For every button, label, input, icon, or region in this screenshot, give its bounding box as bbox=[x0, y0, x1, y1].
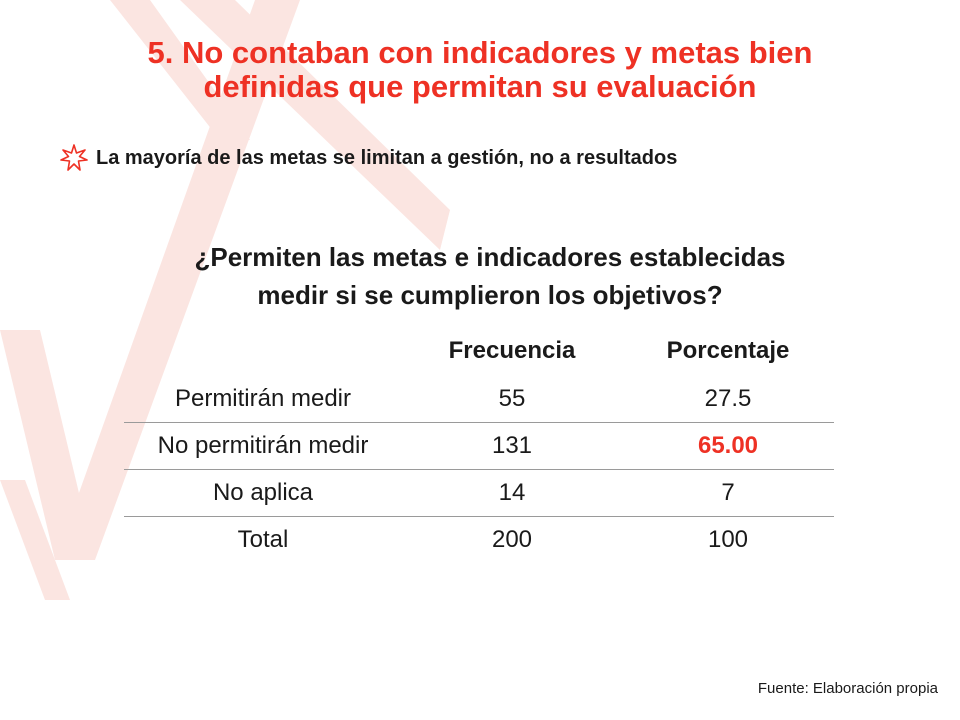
row-frecuencia: 200 bbox=[402, 516, 622, 563]
row-porcentaje: 27.5 bbox=[704, 385, 752, 412]
row-label: No permitirán medir bbox=[124, 422, 402, 470]
page-title-line-1: 5. No contaban con indicadores y metas b… bbox=[147, 35, 813, 70]
source-note: Fuente: Elaboración propia bbox=[757, 680, 938, 697]
star-outline-icon bbox=[60, 144, 88, 171]
row-label: Permitirán medir bbox=[174, 385, 352, 412]
row-label: Total bbox=[124, 516, 402, 563]
question-heading: ¿Permiten las metas e indicadores establ… bbox=[90, 238, 890, 314]
header-frecuencia: Frecuencia bbox=[448, 337, 576, 364]
page-title-line-2: definidas que permitan su evaluación bbox=[203, 69, 757, 104]
table-row: Total 200 100 bbox=[124, 516, 834, 563]
question-line-1: ¿Permiten las metas e indicadores establ… bbox=[194, 242, 786, 272]
table-row: No aplica 14 7 bbox=[124, 469, 834, 517]
row-frecuencia: 55 bbox=[498, 385, 526, 412]
question-line-2: medir si se cumplieron los objetivos? bbox=[257, 280, 723, 310]
row-label: No aplica bbox=[124, 469, 402, 517]
table-row: Permitirán medir 55 27.5 bbox=[124, 376, 834, 423]
bullet-text: La mayoría de las metas se limitan a ges… bbox=[96, 146, 678, 169]
row-porcentaje-highlight: 65.00 bbox=[622, 422, 834, 470]
page-title: 5. No contaban con indicadores y metas b… bbox=[40, 36, 920, 104]
table-row: No permitirán medir 131 65.00 bbox=[124, 422, 834, 470]
row-porcentaje: 100 bbox=[622, 516, 834, 563]
header-porcentaje: Porcentaje bbox=[666, 337, 790, 364]
header-empty bbox=[124, 326, 402, 376]
row-frecuencia: 131 bbox=[402, 422, 622, 470]
results-table: Frecuencia Porcentaje Permitirán medir 5… bbox=[124, 326, 834, 563]
bullet-point: La mayoría de las metas se limitan a ges… bbox=[60, 143, 677, 173]
row-frecuencia: 14 bbox=[402, 469, 622, 517]
table-header-row: Frecuencia Porcentaje bbox=[124, 326, 834, 376]
row-porcentaje: 7 bbox=[622, 469, 834, 517]
